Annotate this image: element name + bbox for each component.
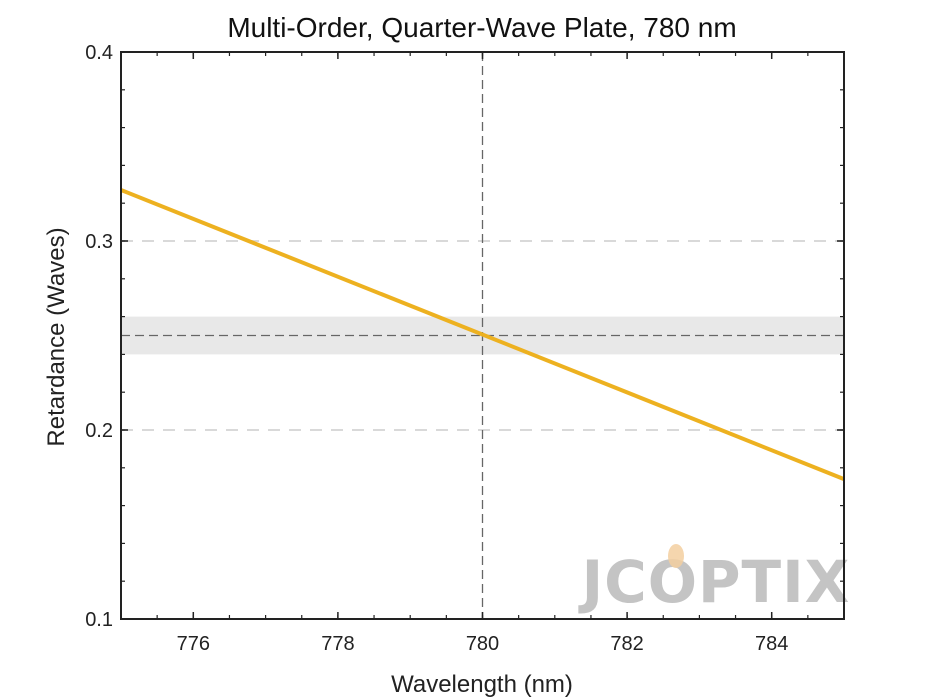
watermark-text: JCOPTIX	[578, 548, 851, 616]
x-axis-label: Wavelength (nm)	[391, 671, 573, 698]
series-line-0	[120, 188, 845, 481]
x-tick-label: 780	[466, 633, 499, 655]
x-tick-label: 782	[610, 633, 643, 655]
series-layer	[120, 188, 845, 481]
y-tick-label: 0.4	[85, 42, 113, 64]
chart-title: Multi-Order, Quarter-Wave Plate, 780 nm	[227, 12, 736, 43]
x-tick-label: 784	[755, 633, 788, 655]
y-tick-label: 0.3	[85, 231, 113, 253]
axis-ticks: 776 778 780 782 784 0.1 0.2 0.3 0.4	[85, 42, 845, 655]
x-tick-label: 776	[177, 633, 210, 655]
jcoptix-watermark: JCOPTIX	[578, 544, 851, 616]
watermark-accent	[668, 544, 684, 568]
y-tick-label: 0.2	[85, 420, 113, 442]
y-axis-label: Retardance (Waves)	[43, 227, 70, 446]
x-tick-label: 778	[321, 633, 354, 655]
y-tick-label: 0.1	[85, 609, 113, 631]
axes-frame	[120, 51, 845, 620]
